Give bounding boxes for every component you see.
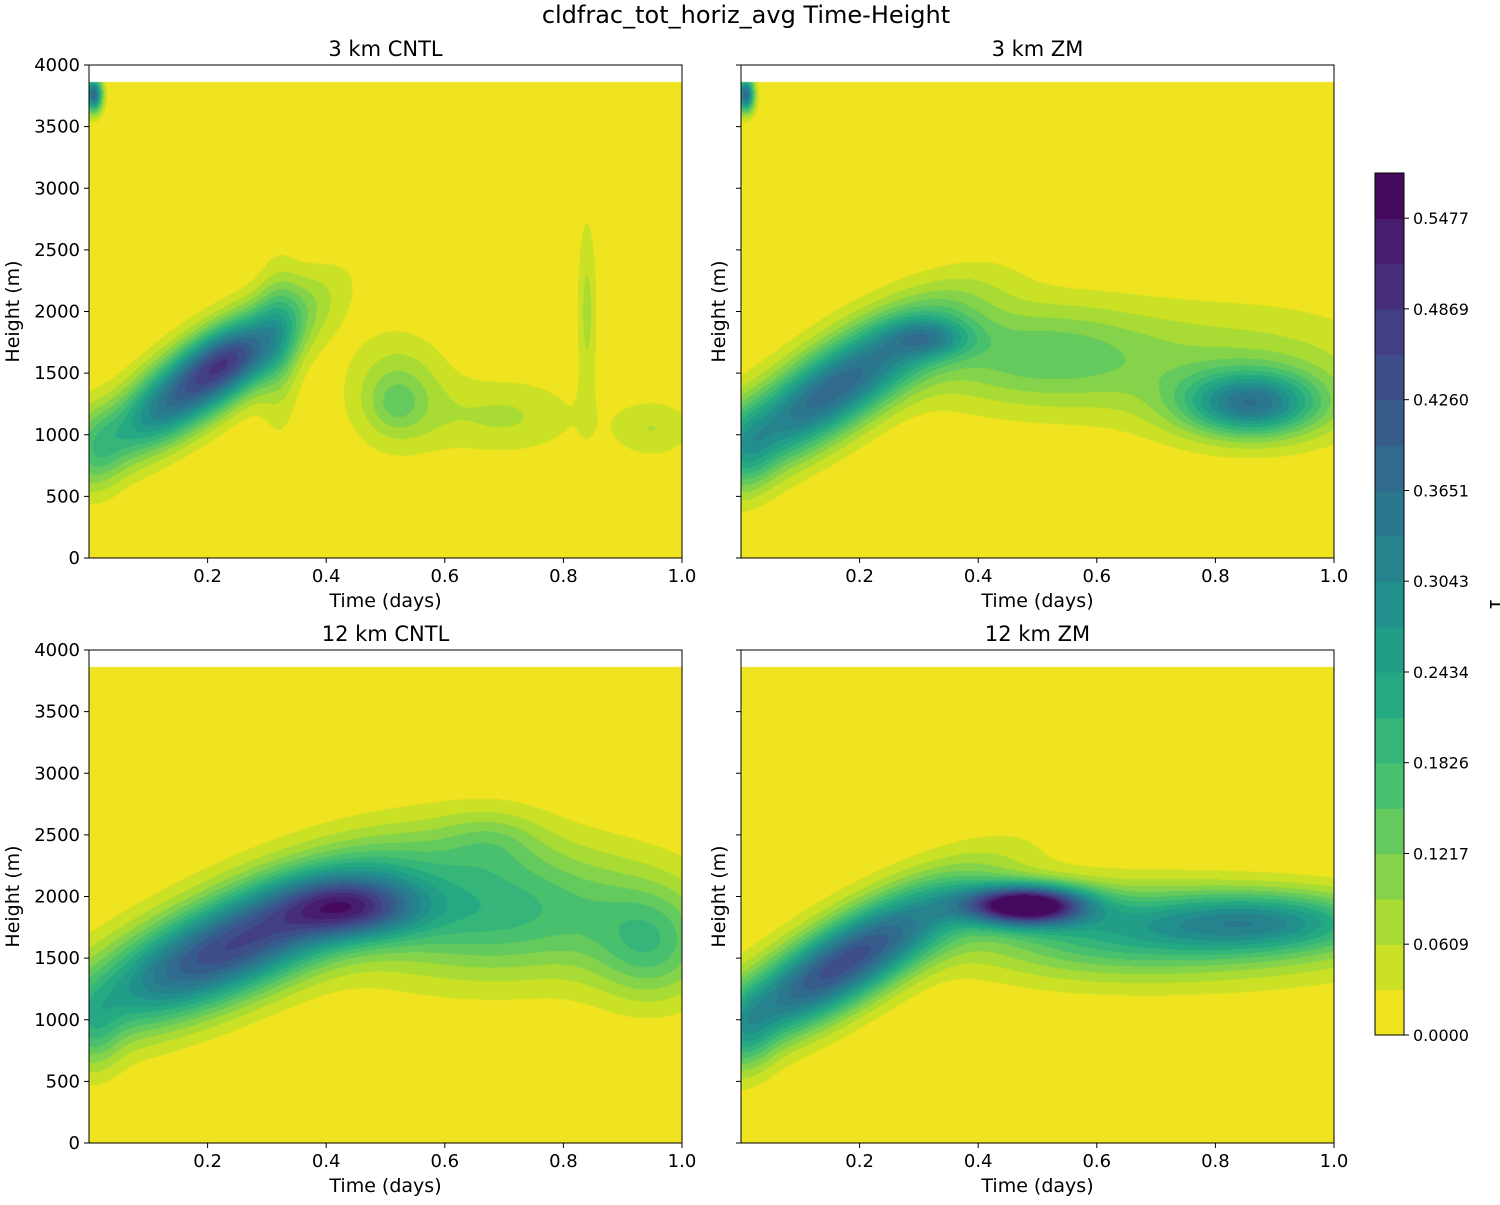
colorbar-tick-label: 0.0609 (1413, 935, 1469, 954)
colorbar-tick-label: 0.1826 (1413, 754, 1469, 773)
panel-title: 3 km CNTL (328, 37, 443, 61)
colorbar-band (1375, 490, 1404, 537)
y-tick-label: 1500 (34, 363, 80, 384)
colorbar-band (1375, 445, 1404, 492)
contour-field (741, 650, 1334, 1143)
colorbar: 1 0.0000 0.0609 0.1217 0.1826 0.2434 0.3043 0.… (1374, 172, 1500, 1045)
colorbar-band (1375, 354, 1404, 401)
panel-title: 12 km ZM (985, 622, 1090, 646)
colorbar-frame (1374, 172, 1405, 1036)
y-tick-label: 1500 (34, 948, 80, 969)
x-tick-label: 0.4 (964, 566, 993, 587)
y-tick-label: 2000 (34, 302, 80, 323)
panel-title: 12 km CNTL (322, 622, 450, 646)
x-tick-label: 0.6 (1082, 1151, 1111, 1172)
colorbar-tick-label: 0.3651 (1413, 482, 1469, 501)
panel-1: 3 km CNTL 0.2 0.4 0.6 0.8 1.0 Time (days) 0 500 1… (2, 37, 696, 612)
colorbar-band (1375, 263, 1404, 310)
colorbar-band (1375, 309, 1404, 356)
x-tick-label: 0.6 (1082, 566, 1111, 587)
y-tick-label: 2000 (34, 887, 80, 908)
y-axis-label: Height (m) (2, 845, 24, 947)
colorbar-band (1375, 581, 1404, 628)
y-tick-label: 4000 (34, 640, 80, 661)
x-tick-label: 0.4 (964, 1151, 993, 1172)
x-tick-label: 0.8 (1201, 566, 1230, 587)
colorbar-band (1375, 399, 1404, 446)
y-axis-label: Height (m) (708, 260, 730, 362)
panel-2: 3 km ZM 0.2 0.4 0.6 0.8 1.0 Time (days) Height … (708, 37, 1348, 612)
y-tick-label: 2500 (34, 240, 80, 261)
y-tick-label: 1000 (34, 425, 80, 446)
y-tick-label: 3500 (34, 702, 80, 723)
colorbar-band (1375, 535, 1404, 582)
x-tick-label: 0.2 (193, 566, 222, 587)
panel-4: 12 km ZM 0.2 0.4 0.6 0.8 1.0 Time (days) Height… (708, 622, 1348, 1197)
colorbar-tick-label: 0.0000 (1413, 1026, 1469, 1045)
colorbar-band (1375, 218, 1404, 265)
y-axis-label: Height (m) (708, 845, 730, 947)
colorbar-band (1375, 808, 1404, 855)
colorbar-band (1375, 853, 1404, 900)
x-tick-label: 0.2 (845, 1151, 874, 1172)
y-tick-label: 0 (69, 548, 80, 569)
x-tick-label: 1.0 (1320, 1151, 1349, 1172)
colorbar-tick-label: 0.4260 (1413, 391, 1469, 410)
colorbar-label: 1 (1485, 598, 1500, 610)
x-tick-label: 1.0 (1320, 566, 1349, 587)
x-tick-label: 0.6 (430, 1151, 459, 1172)
colorbar-band (1375, 717, 1404, 764)
y-tick-label: 0 (69, 1133, 80, 1154)
x-tick-label: 0.4 (312, 566, 341, 587)
y-tick-label: 500 (46, 1071, 80, 1092)
x-tick-label: 1.0 (668, 566, 697, 587)
colorbar-band (1375, 898, 1404, 945)
y-tick-label: 2500 (34, 825, 80, 846)
colorbar-band (1375, 173, 1404, 219)
contour-field (741, 65, 1334, 558)
colorbar-tick-label: 0.3043 (1413, 572, 1469, 591)
panel-3: 12 km CNTL 0.2 0.4 0.6 0.8 1.0 Time (days) 0 500… (2, 622, 696, 1197)
x-tick-label: 1.0 (668, 1151, 697, 1172)
colorbar-band (1375, 762, 1404, 809)
y-tick-label: 3000 (34, 178, 80, 199)
colorbar-band (1375, 626, 1404, 673)
colorbar-band (1375, 944, 1404, 991)
colorbar-tick-label: 0.4869 (1413, 300, 1469, 319)
colorbar-tick-label: 0.5477 (1413, 209, 1469, 228)
y-tick-label: 1000 (34, 1010, 80, 1031)
figure-title: cldfrac_tot_horiz_avg Time-Height (542, 1, 950, 29)
y-tick-label: 3000 (34, 763, 80, 784)
colorbar-tick-label: 0.2434 (1413, 663, 1469, 682)
y-axis-label: Height (m) (2, 260, 24, 362)
x-axis-label: Time (days) (328, 590, 441, 612)
x-axis-label: Time (days) (980, 1175, 1093, 1197)
x-axis-label: Time (days) (980, 590, 1093, 612)
x-tick-label: 0.6 (430, 566, 459, 587)
panel-title: 3 km ZM (992, 37, 1084, 61)
contour-field (89, 650, 682, 1143)
x-tick-label: 0.4 (312, 1151, 341, 1172)
colorbar-band (1375, 989, 1404, 1036)
colorbar-band (1375, 672, 1404, 719)
y-tick-label: 4000 (34, 55, 80, 76)
x-tick-label: 0.8 (549, 1151, 578, 1172)
contour-field (89, 65, 682, 558)
x-tick-label: 0.8 (1201, 1151, 1230, 1172)
x-tick-label: 0.2 (193, 1151, 222, 1172)
y-tick-label: 500 (46, 486, 80, 507)
x-axis-label: Time (days) (328, 1175, 441, 1197)
x-tick-label: 0.8 (549, 566, 578, 587)
y-tick-label: 3500 (34, 117, 80, 138)
colorbar-tick-label: 0.1217 (1413, 845, 1469, 864)
x-tick-label: 0.2 (845, 566, 874, 587)
